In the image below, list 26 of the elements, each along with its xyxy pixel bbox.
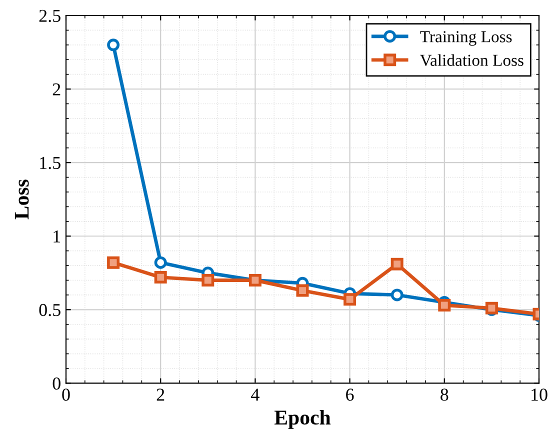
y-tick-label: 2: [52, 83, 60, 96]
point: [296, 284, 309, 297]
point: [438, 298, 451, 312]
point: [107, 38, 120, 52]
x-tick-label: 10: [532, 388, 548, 401]
point: [154, 256, 167, 269]
y-axis-title: Loss: [14, 180, 29, 220]
x-axis-title: Epoch: [274, 410, 331, 429]
x-tick-label: 2: [156, 388, 164, 401]
point: [202, 274, 214, 286]
point: [390, 288, 404, 302]
legend-label: Training Loss: [420, 31, 512, 46]
point: [390, 258, 404, 270]
x-tick-label: 4: [251, 388, 260, 401]
y-tick-label: 2.5: [39, 10, 60, 22]
y-tick-label: 0: [52, 377, 60, 390]
x-tick-label: 0: [62, 388, 70, 401]
y-tick-label: 1.5: [40, 156, 60, 170]
x-tick-label: 8: [440, 388, 448, 401]
y-tick-label: 1: [54, 230, 60, 242]
x-tick-label: 6: [346, 388, 354, 401]
point: [107, 256, 120, 269]
point: [344, 293, 356, 306]
legend-label: Validation Loss: [420, 54, 524, 66]
y-tick-label: 0.5: [39, 304, 60, 316]
point: [154, 271, 167, 284]
